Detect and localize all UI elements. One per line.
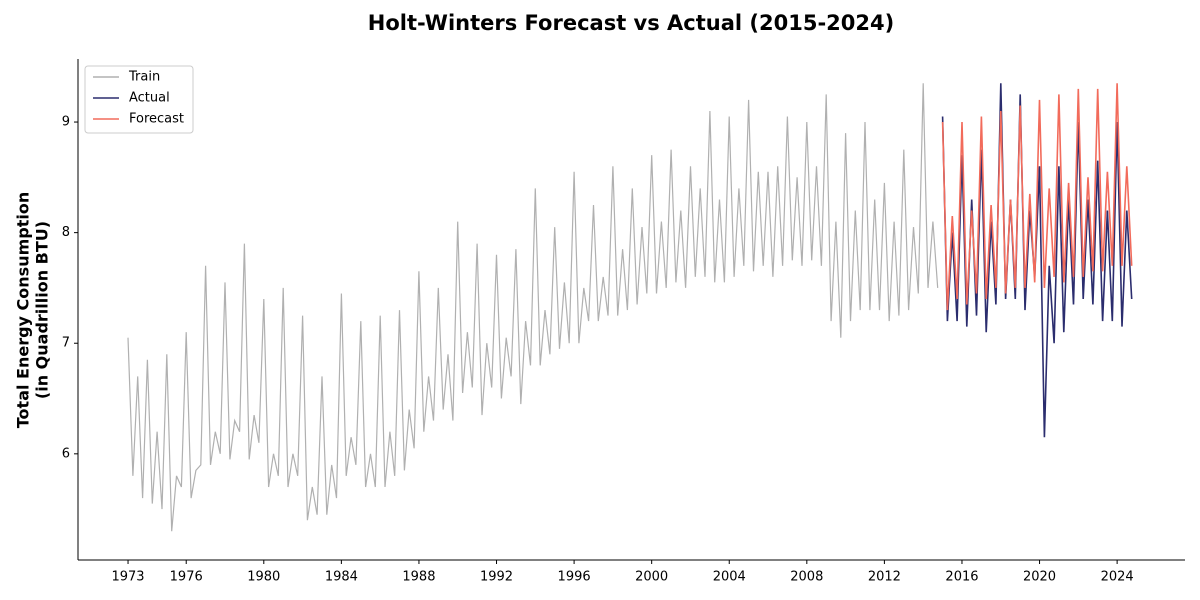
x-tick-label: 1996	[558, 570, 591, 585]
y-tick-label: 8	[62, 225, 70, 240]
y-tick-label: 9	[62, 115, 70, 130]
x-tick-label: 2000	[635, 570, 668, 585]
legend-label: Forecast	[129, 112, 184, 127]
y-tick-label: 6	[62, 446, 70, 461]
y-axis-label-line: (in Quadrillion BTU)	[33, 221, 52, 399]
x-tick-label: 2004	[713, 570, 746, 585]
chart-title: Holt-Winters Forecast vs Actual (2015-20…	[368, 11, 894, 35]
x-tick-label: 2016	[945, 570, 978, 585]
legend-box	[84, 65, 194, 134]
x-tick-label: 2020	[1023, 570, 1056, 585]
x-tick-label: 2008	[790, 570, 823, 585]
series-line	[941, 83, 1133, 311]
x-tick-label: 1980	[247, 570, 280, 585]
y-tick-label: 7	[62, 336, 70, 351]
x-tick-label: 1973	[111, 570, 144, 585]
x-tick-label: 1992	[480, 570, 513, 585]
y-axis-label: Total Energy Consumption (in Quadrillion…	[14, 192, 52, 428]
x-tick-label: 1988	[402, 570, 435, 585]
series-line	[127, 83, 939, 532]
x-tick-label: 2024	[1101, 570, 1134, 585]
legend-label: Actual	[129, 91, 170, 106]
x-tick-label: 2012	[868, 570, 901, 585]
x-tick-label: 1984	[325, 570, 358, 585]
legend-label: Train	[128, 70, 160, 85]
x-tick-label: 1976	[170, 570, 203, 585]
y-axis-label-line: Total Energy Consumption	[14, 192, 33, 428]
